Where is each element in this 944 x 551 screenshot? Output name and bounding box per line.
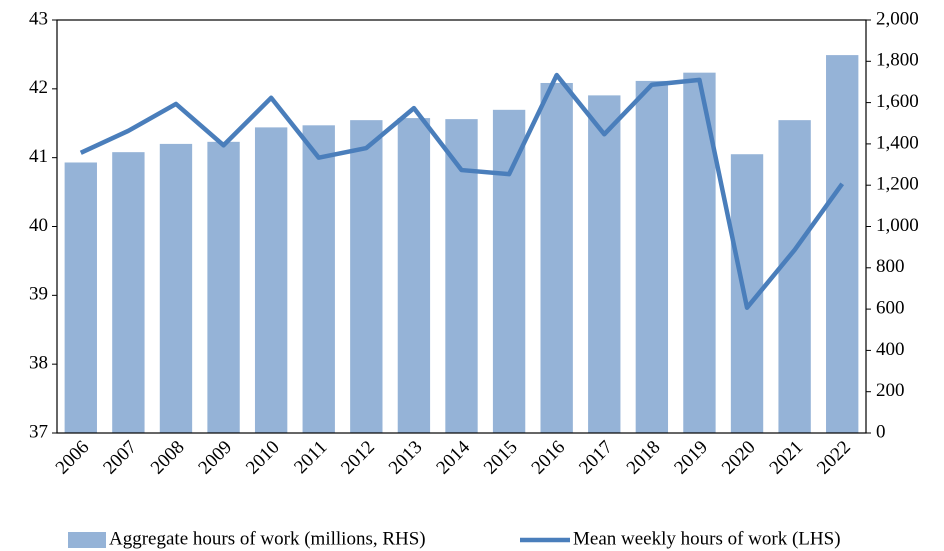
bar	[254, 127, 288, 433]
x-tick-label: 2015	[480, 437, 522, 479]
bar	[826, 55, 859, 433]
x-tick-label: 2013	[385, 437, 427, 479]
bar	[112, 152, 145, 433]
y2-tick-label: 2,000	[876, 8, 919, 29]
y2-tick-label: 1,400	[876, 132, 919, 153]
bar	[492, 109, 526, 433]
bar	[588, 95, 621, 433]
x-tick-label: 2006	[52, 437, 94, 479]
legend-swatch	[68, 532, 106, 548]
x-tick-label: 2012	[337, 437, 379, 479]
y2-tick-label: 200	[876, 380, 905, 401]
y2-tick-label: 1,000	[876, 215, 919, 236]
y-tick-label: 40	[29, 215, 48, 236]
x-tick-label: 2011	[290, 437, 331, 478]
bar	[778, 120, 811, 433]
y2-tick-label: 800	[876, 256, 905, 277]
x-tick-label: 2008	[147, 437, 189, 479]
x-tick-label: 2021	[766, 437, 808, 479]
legend-label: Aggregate hours of work (millions, RHS)	[109, 528, 426, 549]
x-tick-label: 2010	[242, 437, 284, 479]
x-tick-label: 2007	[99, 437, 141, 479]
x-tick-label: 2019	[670, 437, 712, 479]
legend-label: Mean weekly hours of work (LHS)	[573, 528, 841, 549]
bar	[397, 118, 431, 434]
y-tick-label: 41	[29, 146, 48, 167]
y-tick-label: 42	[29, 77, 48, 98]
bar	[350, 120, 383, 433]
y2-tick-label: 1,800	[876, 50, 919, 71]
x-tick-label: 2014	[432, 436, 474, 478]
x-tick-label: 2022	[813, 437, 855, 479]
line-series	[79, 72, 845, 310]
bar	[445, 119, 478, 434]
x-tick-label: 2017	[575, 437, 617, 479]
x-tick-label: 2009	[194, 437, 236, 479]
y2-tick-label: 600	[876, 297, 905, 318]
y-tick-label: 37	[29, 421, 48, 442]
y2-tick-label: 0	[876, 421, 886, 442]
bar	[64, 162, 97, 434]
y-tick-label: 43	[29, 8, 48, 29]
y2-tick-label: 1,600	[876, 91, 919, 112]
bar	[540, 82, 573, 434]
y2-tick-label: 1,200	[876, 174, 919, 195]
x-tick-label: 2016	[528, 437, 570, 479]
bar	[302, 125, 335, 433]
y-tick-label: 38	[29, 353, 48, 374]
y-tick-label: 39	[29, 284, 48, 305]
x-tick-label: 2018	[623, 437, 665, 479]
x-tick-label: 2020	[718, 437, 760, 479]
bar	[635, 80, 669, 433]
bar	[207, 141, 240, 433]
y2-tick-label: 400	[876, 339, 905, 360]
bar	[159, 143, 193, 433]
